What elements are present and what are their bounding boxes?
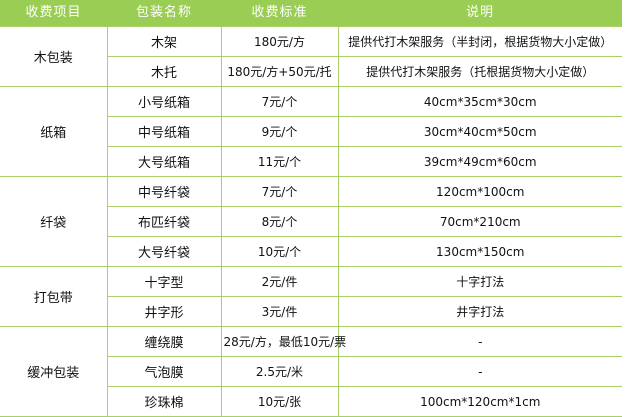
group-label-cell: 纤袋	[0, 176, 108, 267]
package-name-cell: 缠绕膜	[106, 326, 222, 357]
price-cell: 180元/方+50元/托	[220, 56, 339, 87]
table-row: 大号纸箱 11元/个 39cm*49cm*60cm	[0, 146, 622, 177]
table-row: 中号纸箱 9元/个 30cm*40cm*50cm	[0, 116, 622, 147]
price-cell: 7元/个	[220, 86, 339, 117]
description-cell: 井字打法	[337, 296, 622, 327]
table-row: 纸箱 小号纸箱 7元/个 40cm*35cm*30cm	[0, 86, 622, 177]
group-label-cell: 纸箱	[0, 86, 108, 177]
table-row: 木托 180元/方+50元/托 提供代打木架服务（托根据货物大小定做）	[0, 56, 622, 87]
price-cell: 180元/方	[220, 26, 339, 57]
description-cell: 提供代打木架服务（托根据货物大小定做）	[337, 56, 622, 87]
table-row: 井字形 3元/件 井字打法	[0, 296, 622, 327]
package-name-cell: 布匹纤袋	[106, 206, 222, 237]
group-label-cell: 木包装	[0, 26, 108, 87]
price-cell: 28元/方，最低10元/票	[220, 326, 346, 357]
package-name-cell: 珍珠棉	[106, 386, 222, 417]
price-cell: 11元/个	[220, 146, 339, 177]
description-cell: 120cm*100cm	[337, 176, 622, 207]
table-row: 缓冲包装 缠绕膜 28元/方，最低10元/票 -	[0, 326, 622, 417]
description-cell: 40cm*35cm*30cm	[337, 86, 622, 117]
price-cell: 2.5元/米	[220, 356, 339, 387]
package-name-cell: 十字型	[106, 266, 222, 297]
price-cell: 10元/张	[220, 386, 339, 417]
column-header-desc: 说明	[338, 0, 622, 27]
column-header-price: 收费标准	[221, 0, 338, 27]
group-label-cell: 缓冲包装	[0, 326, 108, 417]
description-cell: -	[337, 356, 622, 387]
package-name-cell: 气泡膜	[106, 356, 222, 387]
package-name-cell: 中号纤袋	[106, 176, 222, 207]
description-cell: 提供代打木架服务（半封闭，根据货物大小定做）	[337, 26, 622, 57]
description-cell: 39cm*49cm*60cm	[337, 146, 622, 177]
description-cell: -	[337, 326, 622, 357]
description-cell: 130cm*150cm	[337, 236, 622, 267]
price-cell: 3元/件	[220, 296, 339, 327]
table-header: 收费项目 包装名称 收费标准 说明	[0, 0, 622, 27]
package-name-cell: 木托	[106, 56, 222, 87]
description-cell: 30cm*40cm*50cm	[337, 116, 622, 147]
column-header-name: 包装名称	[107, 0, 221, 27]
table-row: 气泡膜 2.5元/米 -	[0, 356, 622, 387]
package-name-cell: 大号纤袋	[106, 236, 222, 267]
group-label-cell: 打包带	[0, 266, 108, 327]
description-cell: 十字打法	[337, 266, 622, 297]
table-row: 木包装 木架 180元/方 提供代打木架服务（半封闭，根据货物大小定做）	[0, 26, 622, 87]
price-cell: 2元/件	[220, 266, 339, 297]
description-cell: 100cm*120cm*1cm	[337, 386, 622, 417]
description-cell: 70cm*210cm	[337, 206, 622, 237]
table-row: 纤袋 中号纤袋 7元/个 120cm*100cm	[0, 176, 622, 267]
price-cell: 7元/个	[220, 176, 339, 207]
package-name-cell: 小号纸箱	[106, 86, 222, 117]
header-row: 收费项目 包装名称 收费标准 说明	[0, 0, 622, 27]
package-name-cell: 中号纸箱	[106, 116, 222, 147]
package-name-cell: 大号纸箱	[106, 146, 222, 177]
package-name-cell: 木架	[106, 26, 222, 57]
table-row: 布匹纤袋 8元/个 70cm*210cm	[0, 206, 622, 237]
price-cell: 8元/个	[220, 206, 339, 237]
column-header-group: 收费项目	[0, 0, 107, 27]
table-row: 打包带 十字型 2元/件 十字打法	[0, 266, 622, 327]
price-cell: 9元/个	[220, 116, 339, 147]
package-name-cell: 井字形	[106, 296, 222, 327]
table-body: 木包装 木架 180元/方 提供代打木架服务（半封闭，根据货物大小定做） 木托 180元/…	[0, 26, 622, 417]
price-cell: 10元/个	[220, 236, 339, 267]
